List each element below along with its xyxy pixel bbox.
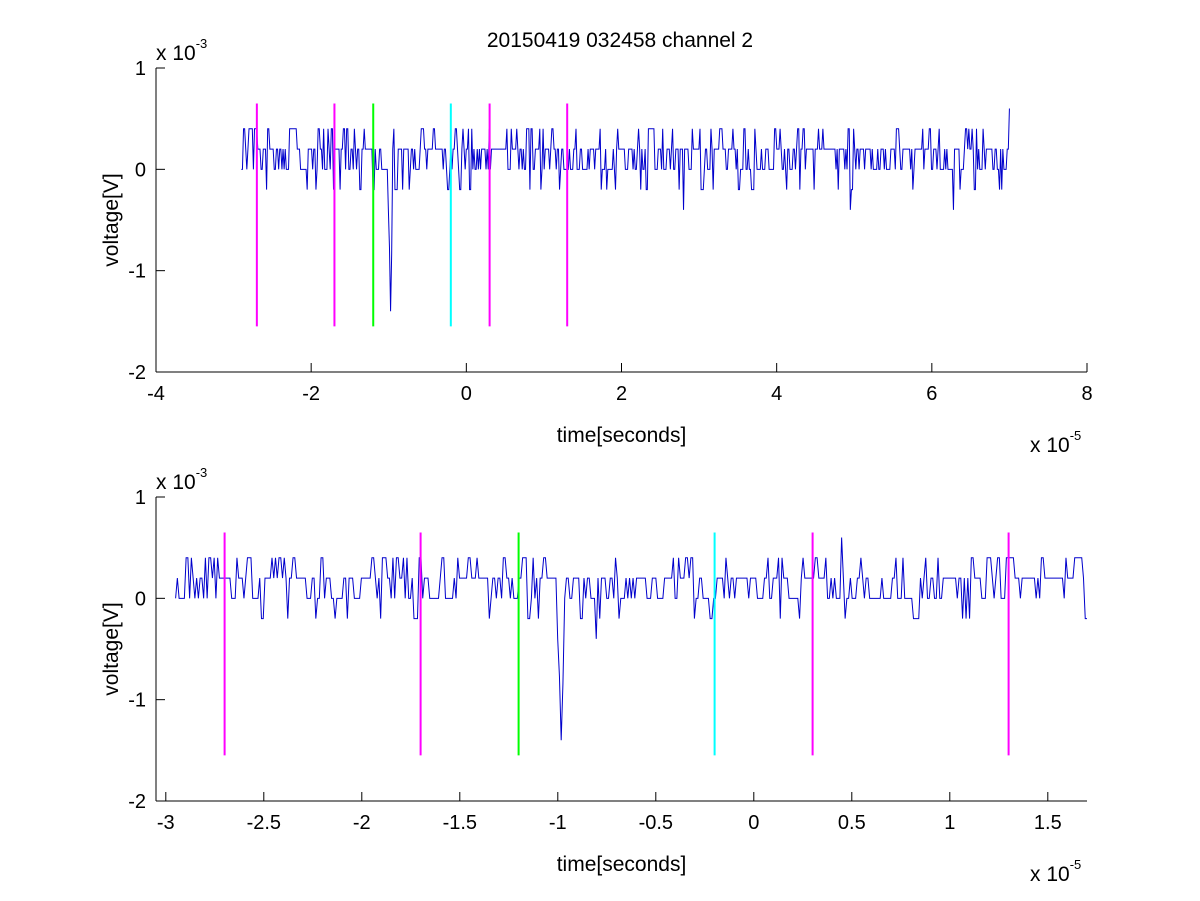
x-tick-label: 0: [461, 383, 472, 405]
x-tick-label: -2.5: [247, 812, 281, 834]
y-axis-label: voltage[V]: [100, 602, 123, 695]
x-tick-label: 2: [616, 383, 627, 405]
y-tick-label: 1: [135, 487, 146, 509]
x-exponent-label: x 10-5: [1030, 857, 1081, 886]
y-tick-label: 0: [135, 159, 146, 181]
x-tick-label: 6: [926, 383, 937, 405]
y-tick-label: 0: [135, 588, 146, 610]
y-exponent-label: x 10-3: [156, 465, 207, 494]
x-tick-label: -0.5: [639, 812, 673, 834]
x-tick-label: 0: [748, 812, 759, 834]
y-tick-label: -2: [128, 362, 146, 384]
x-tick-label: -2: [302, 383, 320, 405]
x-exponent-base: x 10: [1030, 863, 1070, 886]
x-tick-label: 0.5: [838, 812, 866, 834]
y-exponent-power: -3: [196, 465, 208, 480]
x-exponent-power: -5: [1070, 428, 1082, 443]
y-axis-label: voltage[V]: [100, 173, 123, 266]
x-tick-label: 8: [1081, 383, 1092, 405]
x-tick-label: -1: [549, 812, 567, 834]
x-axis-label: time[seconds]: [557, 424, 687, 447]
x-tick-label: -3: [157, 812, 175, 834]
x-tick-label: 1.5: [1034, 812, 1062, 834]
x-tick-label: -4: [147, 383, 165, 405]
x-tick-label: -1.5: [443, 812, 477, 834]
y-exponent-power: -3: [196, 36, 208, 51]
x-exponent-power: -5: [1070, 857, 1082, 872]
x-tick-label: 1: [944, 812, 955, 834]
y-tick-label: 1: [135, 58, 146, 80]
signal-trace: [241, 108, 1010, 312]
y-exponent-label: x 10-3: [156, 36, 207, 65]
x-axis-label: time[seconds]: [557, 853, 687, 876]
signal-trace: [175, 537, 1087, 741]
y-exponent-base: x 10: [156, 471, 196, 494]
y-tick-label: -1: [128, 690, 146, 712]
x-tick-label: -2: [353, 812, 371, 834]
x-exponent-base: x 10: [1030, 434, 1070, 457]
x-exponent-label: x 10-5: [1030, 428, 1081, 457]
y-tick-label: -1: [128, 261, 146, 283]
figure-title: 20150419 032458 channel 2: [487, 29, 753, 52]
y-exponent-base: x 10: [156, 42, 196, 65]
x-tick-label: 4: [771, 383, 782, 405]
y-tick-label: -2: [128, 791, 146, 813]
